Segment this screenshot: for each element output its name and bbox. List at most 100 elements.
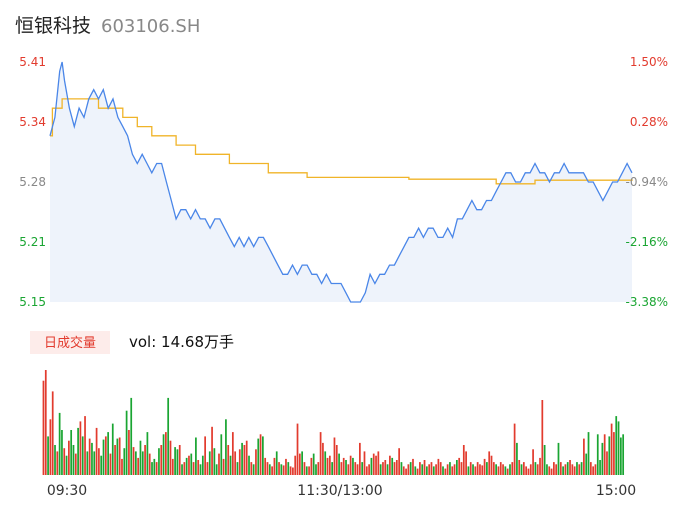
percent-axis-labels: 1.50% 0.28% -0.94% -2.16% -3.38%	[626, 55, 668, 309]
volume-bar	[151, 462, 153, 475]
volume-bar	[342, 457, 345, 475]
volume-bar	[553, 462, 555, 475]
volume-bar	[559, 462, 562, 475]
volume-bar	[504, 466, 507, 475]
volume-bar	[587, 432, 590, 475]
volume-bar	[613, 432, 615, 475]
volume-bar	[264, 457, 267, 475]
volume-bar	[102, 439, 105, 475]
volume-bar	[153, 458, 156, 475]
volume-bar	[104, 436, 107, 475]
price-tick-label: 5.41	[19, 55, 46, 69]
volume-bar	[141, 451, 144, 475]
volume-bar	[93, 451, 96, 475]
volume-bar	[250, 462, 253, 475]
volume-bar	[402, 466, 405, 475]
volume-bar	[476, 462, 479, 475]
stock-code: 603106.SH	[101, 16, 200, 37]
volume-bar	[583, 438, 585, 475]
volume-bar	[252, 464, 255, 475]
price-line	[49, 61, 633, 303]
volume-bar	[368, 464, 370, 475]
volume-header: 日成交量 vol: 14.68万手	[30, 331, 234, 354]
volume-bar	[109, 453, 112, 475]
volume-bar	[88, 438, 91, 475]
volume-bar	[578, 464, 581, 475]
volume-bar	[42, 380, 45, 475]
volume-bar	[266, 462, 269, 475]
volume-bar	[442, 466, 444, 475]
volume-bar	[303, 462, 306, 475]
volume-bar	[467, 466, 470, 475]
volume-bar	[77, 427, 79, 475]
volume-bar	[333, 437, 336, 475]
volume-bar	[437, 458, 440, 475]
volume-bar	[176, 449, 179, 475]
volume-bar	[499, 462, 502, 475]
volume-bar	[84, 416, 86, 475]
volume-bar	[421, 464, 424, 475]
volume-bar	[204, 436, 206, 475]
volume-bar	[262, 436, 264, 475]
volume-bar	[287, 462, 290, 475]
volume-bar	[488, 451, 491, 475]
volume-bar	[409, 462, 412, 475]
volume-bar	[229, 455, 232, 475]
volume-bar	[199, 464, 202, 475]
volume-bar	[100, 455, 103, 475]
volume-bar	[146, 432, 149, 475]
volume-bar	[527, 468, 530, 475]
volume-bar	[132, 447, 135, 475]
volume-bar	[70, 430, 73, 475]
volume-bar	[541, 400, 544, 475]
volume-bar	[185, 457, 188, 475]
volume-bar	[474, 466, 477, 475]
volume-bar	[63, 448, 66, 475]
volume-bar	[419, 462, 421, 475]
time-axis-labels: 09:30 11:30/13:00 15:00	[47, 483, 636, 499]
volume-bar	[349, 455, 352, 475]
volume-bar	[432, 466, 435, 475]
volume-bar	[615, 416, 618, 475]
price-axis-labels: 5.41 5.34 5.28 5.21 5.15	[19, 55, 46, 309]
volume-bar	[282, 465, 285, 475]
volume-bar	[317, 462, 320, 475]
volume-bar	[192, 462, 195, 475]
volume-bar	[319, 432, 322, 475]
volume-bar	[259, 434, 262, 475]
volume-bar	[243, 445, 246, 475]
volume-bar	[539, 457, 541, 475]
volume-bar	[158, 448, 160, 475]
volume-bar	[134, 451, 137, 475]
volume-bar	[472, 464, 474, 475]
volume-bar	[446, 464, 449, 475]
volume-bar	[49, 419, 52, 475]
percent-tick-label: 0.28%	[630, 115, 668, 129]
volume-bar	[139, 440, 142, 475]
volume-bar	[412, 458, 414, 475]
volume-bar	[465, 451, 467, 475]
volume-bar	[601, 442, 604, 475]
volume-bar	[555, 464, 558, 475]
volume-bar	[460, 462, 463, 475]
volume-bar	[234, 451, 237, 475]
volume-bar	[430, 462, 433, 475]
volume-bar	[384, 460, 387, 475]
volume-bar	[534, 462, 537, 475]
volume-bar	[546, 464, 548, 475]
volume-bar	[576, 462, 578, 475]
volume-bar	[148, 453, 151, 475]
volume-bar	[395, 460, 398, 475]
volume-bar	[352, 457, 354, 475]
volume-bar	[608, 436, 611, 475]
volume-bar	[155, 462, 158, 475]
time-axis-label: 11:30/13:00	[297, 483, 382, 499]
volume-bar	[74, 453, 77, 475]
volume-bar	[301, 451, 303, 475]
volume-bars	[42, 370, 625, 475]
price-panel: 5.41 5.34 5.28 5.21 5.15 1.50% 0.28% -0.94% -2.…	[19, 55, 668, 309]
volume-bar	[456, 460, 458, 475]
volume-bar	[492, 462, 495, 475]
volume-bar	[458, 457, 461, 475]
volume-bar	[121, 458, 123, 475]
